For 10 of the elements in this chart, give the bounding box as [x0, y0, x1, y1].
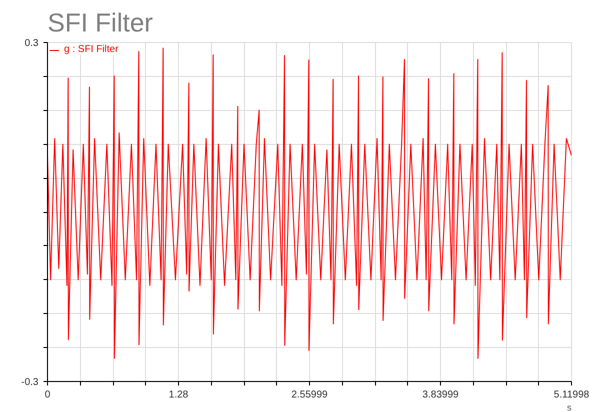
x-tick-label: 2.55999 — [291, 390, 328, 400]
x-tick-label: 5.11998 — [554, 390, 590, 400]
x-axis-title: s — [567, 402, 572, 412]
x-tick-label: 0 — [44, 390, 51, 400]
chart-title: SFI Filter — [48, 8, 154, 38]
text: g : SFI Filter — [64, 44, 118, 55]
x-tick-label: 1.28 — [168, 390, 189, 400]
y-tick-label: -0.3 — [21, 377, 39, 388]
y-tick-label: 0.3 — [24, 38, 39, 49]
x-tick-label: 3.83999 — [422, 390, 460, 400]
